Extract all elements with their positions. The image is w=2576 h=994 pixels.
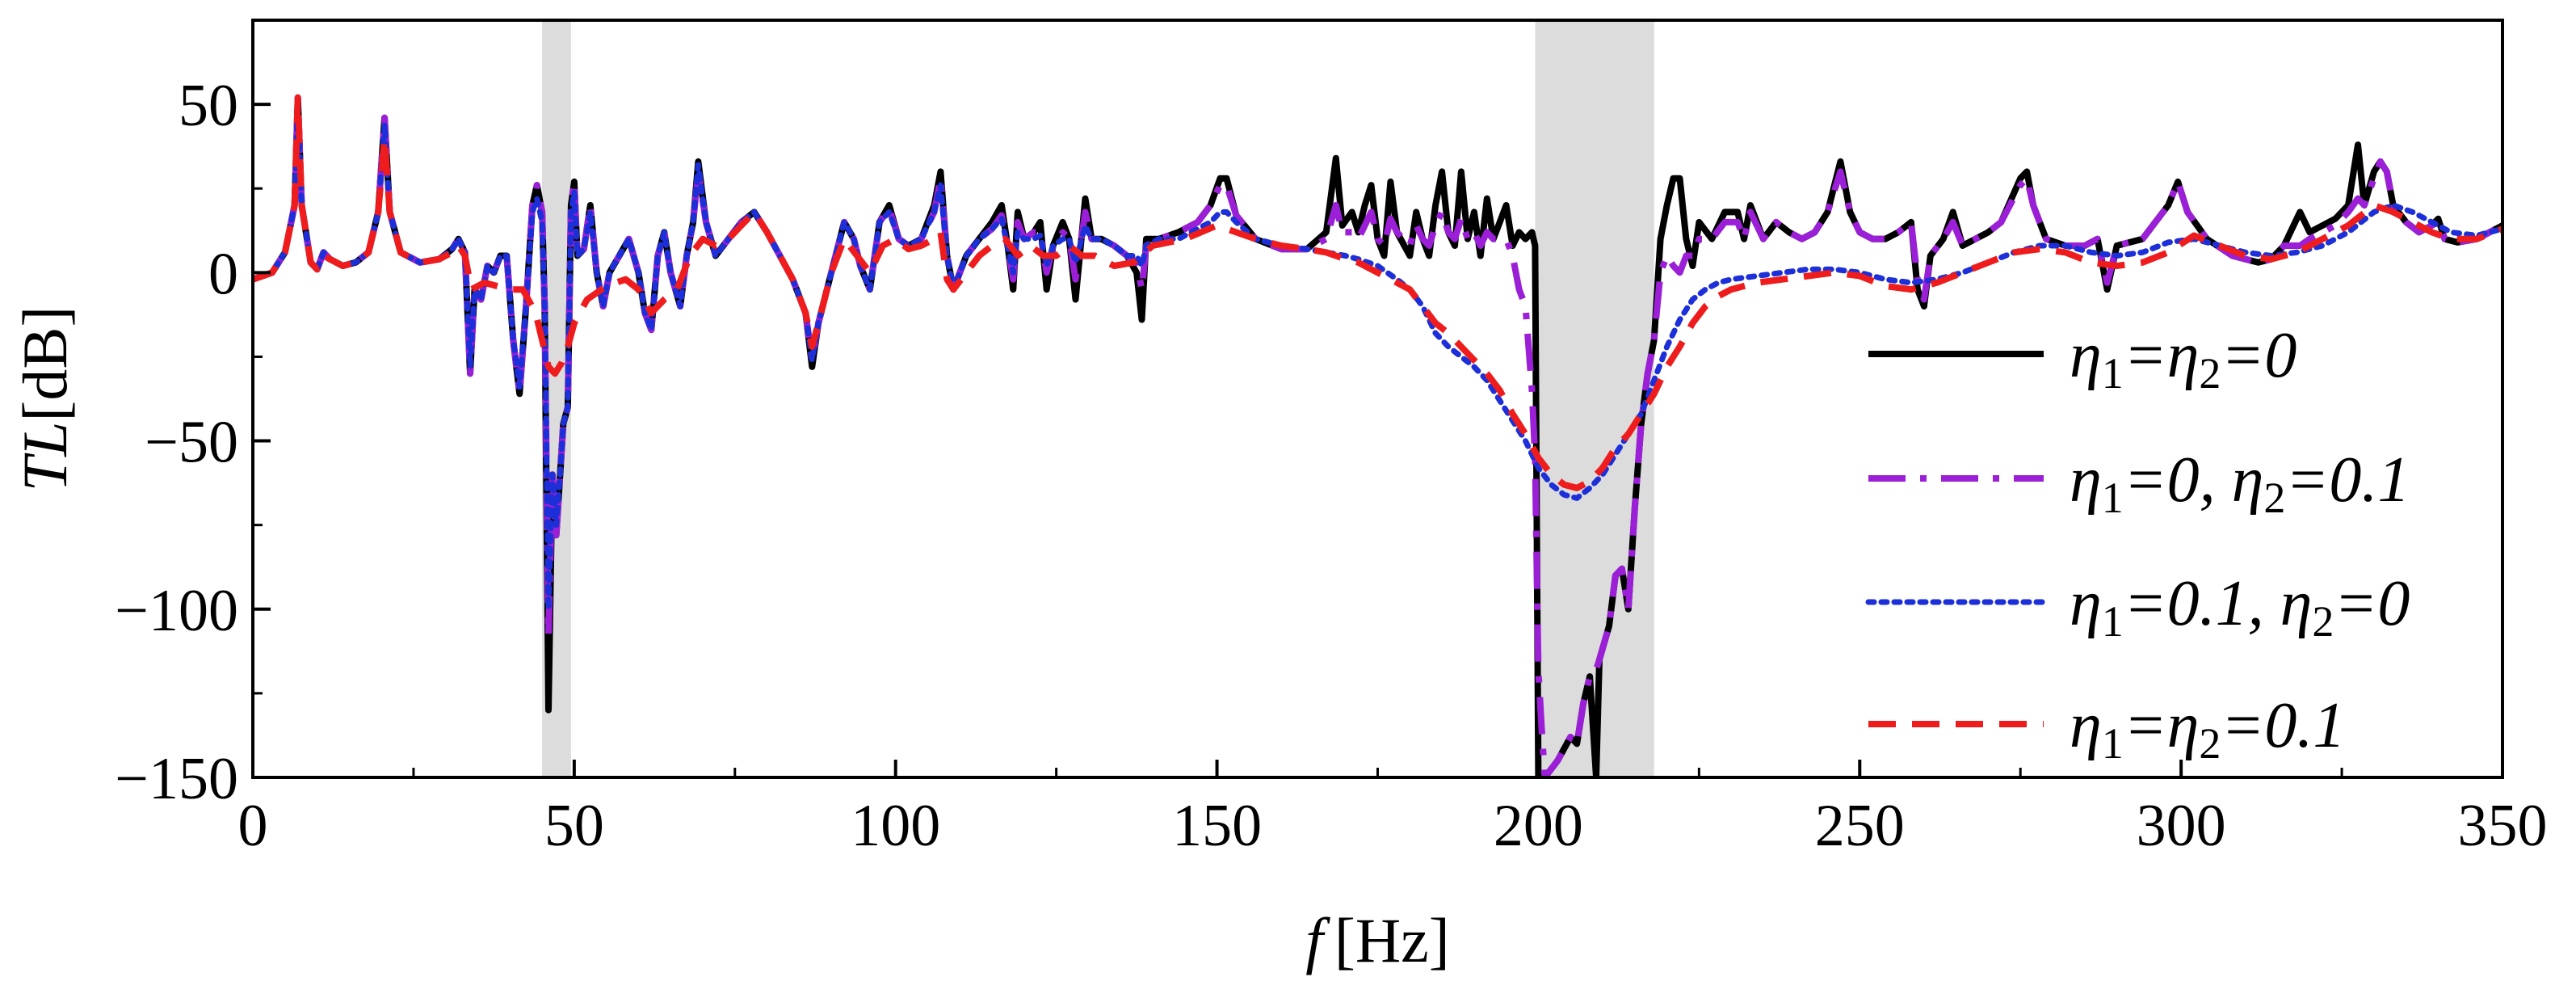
y-tick-label: 50 [179, 73, 238, 139]
x-tick-label: 350 [2458, 793, 2548, 859]
y-axis-label: TL[dB] [10, 306, 80, 492]
axis-ticks: 0 50 100 150 200 250 300 350 −150 −100 −50 0 50 [115, 73, 2547, 859]
y-axis-unit: [dB] [10, 306, 80, 422]
x-tick-label: 250 [1815, 793, 1905, 859]
x-tick-label: 50 [544, 793, 604, 859]
plot-frame [251, 19, 2504, 779]
x-tick-label: 300 [2137, 793, 2226, 859]
x-tick-label: 200 [1494, 793, 1583, 859]
x-axis-symbol: f [1305, 905, 1330, 975]
x-tick-label: 150 [1172, 793, 1262, 859]
x-tick-label: 100 [851, 793, 940, 859]
series-line-2 [253, 94, 2502, 777]
y-axis-symbol: TL [10, 422, 80, 492]
shaded-bands [542, 20, 1654, 777]
legend-label-1: η1=η2=0 [2070, 320, 2297, 398]
series-line-1 [253, 94, 2502, 777]
x-axis-label: f [Hz] [1305, 905, 1450, 975]
x-tick-label: 0 [238, 793, 268, 859]
shaded-band-2 [1535, 20, 1654, 777]
y-tick-label: −50 [145, 410, 238, 476]
series-line-4 [253, 94, 2502, 491]
legend-label-2: η1=0, η2=0.1 [2070, 444, 2410, 522]
legend-label-3: η1=0.1, η2=0 [2070, 568, 2410, 646]
y-tick-label: −150 [115, 746, 238, 812]
legend: η1=η2=0 η1=0, η2=0.1 η1=0.1, η2=0 η1=η2=0.1 [1865, 320, 2410, 768]
legend-label-4: η1=η2=0.1 [2070, 690, 2345, 768]
series-lines [253, 94, 2502, 777]
x-axis-unit: [Hz] [1334, 905, 1450, 975]
series-line-3 [253, 101, 2502, 613]
y-tick-label: 0 [208, 241, 238, 307]
y-tick-label: −100 [115, 578, 238, 644]
